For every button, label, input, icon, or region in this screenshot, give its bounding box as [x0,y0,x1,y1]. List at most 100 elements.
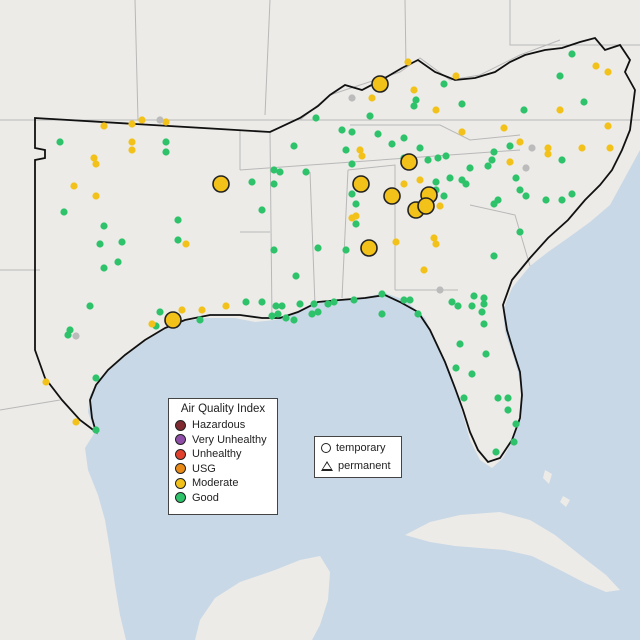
monitor-good[interactable] [510,438,518,446]
monitor-moderate[interactable] [432,106,440,114]
monitor-good[interactable] [292,272,300,280]
monitor-good[interactable] [96,240,104,248]
monitor-good[interactable] [378,290,386,298]
monitor-moderate[interactable] [198,306,206,314]
monitor-good[interactable] [270,246,278,254]
temporary-monitor-moderate[interactable] [360,239,378,257]
monitor-good[interactable] [414,310,422,318]
monitor-good[interactable] [162,148,170,156]
monitor-moderate[interactable] [432,240,440,248]
monitor-good[interactable] [556,72,564,80]
monitor-good[interactable] [470,292,478,300]
monitor-moderate[interactable] [162,118,170,126]
monitor-moderate[interactable] [128,120,136,128]
monitor-good[interactable] [174,216,182,224]
monitor-good[interactable] [506,142,514,150]
monitor-good[interactable] [352,200,360,208]
monitor-good[interactable] [162,138,170,146]
monitor-moderate[interactable] [358,152,366,160]
monitor-good[interactable] [174,236,182,244]
temporary-monitor-moderate[interactable] [371,75,389,93]
monitor-good[interactable] [314,244,322,252]
monitor-moderate[interactable] [72,418,80,426]
monitor-good[interactable] [276,168,284,176]
monitor-good[interactable] [86,302,94,310]
monitor-good[interactable] [308,310,316,318]
monitor-good[interactable] [196,316,204,324]
monitor-good[interactable] [296,300,304,308]
monitor-good[interactable] [56,138,64,146]
monitor-moderate[interactable] [42,378,50,386]
monitor-moderate[interactable] [368,94,376,102]
monitor-good[interactable] [490,200,498,208]
monitor-good[interactable] [468,370,476,378]
monitor-good[interactable] [270,180,278,188]
monitor-good[interactable] [330,298,338,306]
monitor-good[interactable] [512,174,520,182]
monitor-no-data[interactable] [528,144,536,152]
monitor-good[interactable] [412,96,420,104]
monitor-moderate[interactable] [100,122,108,130]
monitor-good[interactable] [338,126,346,134]
monitor-good[interactable] [282,314,290,322]
monitor-good[interactable] [440,192,448,200]
monitor-good[interactable] [452,364,460,372]
monitor-good[interactable] [242,298,250,306]
monitor-moderate[interactable] [592,62,600,70]
monitor-good[interactable] [378,310,386,318]
monitor-moderate[interactable] [544,144,552,152]
monitor-good[interactable] [290,142,298,150]
monitor-moderate[interactable] [128,138,136,146]
temporary-monitor-moderate[interactable] [400,153,418,171]
monitor-moderate[interactable] [500,124,508,132]
monitor-moderate[interactable] [604,68,612,76]
monitor-good[interactable] [494,394,502,402]
monitor-moderate[interactable] [458,128,466,136]
monitor-good[interactable] [504,394,512,402]
monitor-moderate[interactable] [222,302,230,310]
monitor-good[interactable] [568,190,576,198]
monitor-good[interactable] [310,300,318,308]
monitor-no-data[interactable] [72,332,80,340]
monitor-moderate[interactable] [400,180,408,188]
monitor-good[interactable] [100,264,108,272]
monitor-moderate[interactable] [92,160,100,168]
monitor-good[interactable] [114,258,122,266]
monitor-good[interactable] [432,178,440,186]
monitor-moderate[interactable] [604,122,612,130]
monitor-moderate[interactable] [516,138,524,146]
monitor-good[interactable] [374,130,382,138]
monitor-good[interactable] [542,196,550,204]
monitor-good[interactable] [348,160,356,168]
monitor-good[interactable] [454,302,462,310]
monitor-no-data[interactable] [156,116,164,124]
monitor-good[interactable] [410,102,418,110]
monitor-good[interactable] [272,302,280,310]
monitor-good[interactable] [466,164,474,172]
monitor-good[interactable] [248,178,256,186]
monitor-moderate[interactable] [352,212,360,220]
monitor-good[interactable] [100,222,108,230]
monitor-good[interactable] [400,134,408,142]
monitor-good[interactable] [342,246,350,254]
monitor-good[interactable] [434,154,442,162]
temporary-monitor-moderate[interactable] [417,197,435,215]
monitor-good[interactable] [480,320,488,328]
monitor-moderate[interactable] [544,150,552,158]
monitor-moderate[interactable] [430,234,438,242]
monitor-good[interactable] [342,146,350,154]
temporary-monitor-moderate[interactable] [212,175,230,193]
monitor-moderate[interactable] [578,144,586,152]
monitor-good[interactable] [440,80,448,88]
monitor-moderate[interactable] [506,158,514,166]
monitor-good[interactable] [302,168,310,176]
monitor-good[interactable] [446,174,454,182]
monitor-moderate[interactable] [70,182,78,190]
monitor-good[interactable] [268,312,276,320]
monitor-moderate[interactable] [416,176,424,184]
monitor-moderate[interactable] [392,238,400,246]
monitor-good[interactable] [480,294,488,302]
monitor-moderate[interactable] [606,144,614,152]
monitor-good[interactable] [482,350,490,358]
monitor-moderate[interactable] [92,192,100,200]
